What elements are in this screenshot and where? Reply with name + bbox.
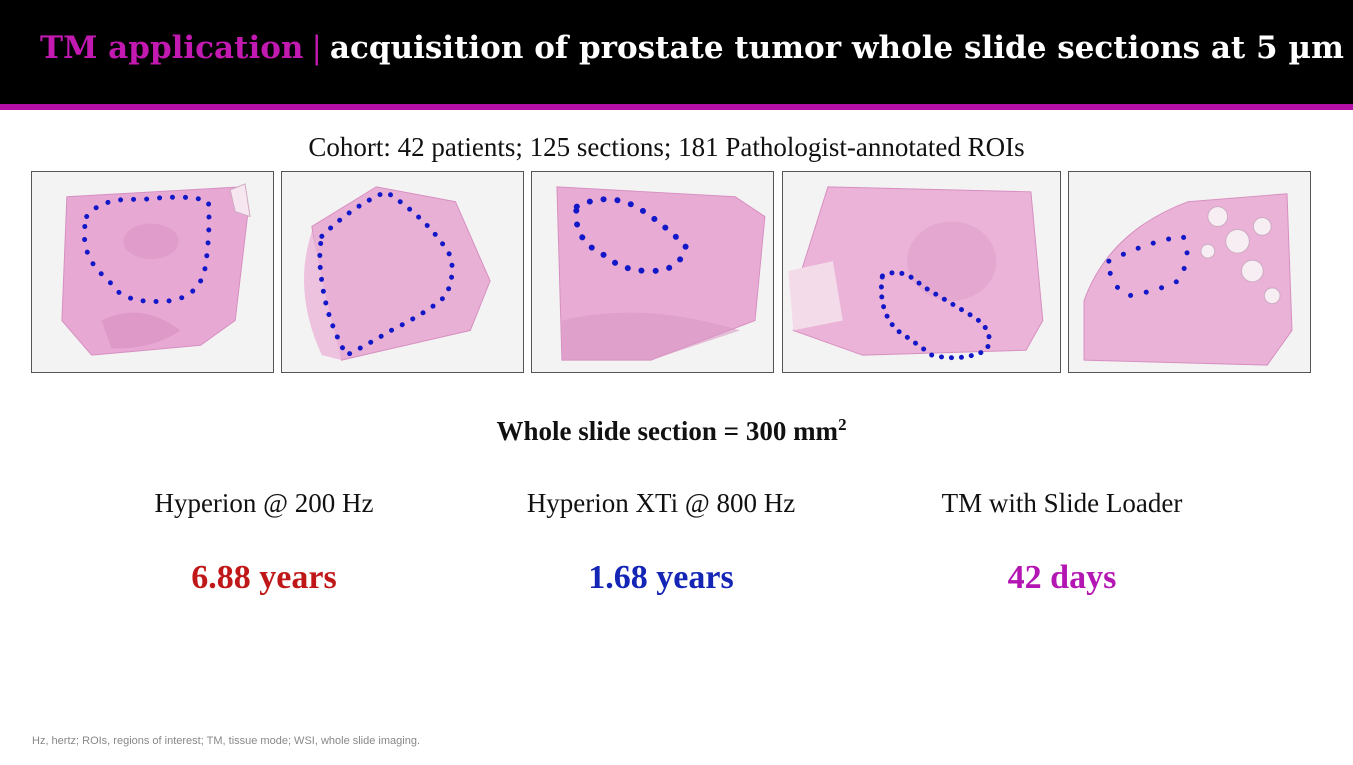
cohort-summary: Cohort: 42 patients; 125 sections; 181 P… xyxy=(308,132,1025,162)
acquisition-time: 1.68 years xyxy=(588,559,734,596)
instrument-label: Hyperion @ 200 Hz xyxy=(154,488,374,518)
instrument-column-3: TM with Slide Loader 42 days xyxy=(852,488,1272,597)
instrument-column-2: Hyperion XTi @ 800 Hz 1.68 years xyxy=(451,488,871,597)
instrument-column-1: Hyperion @ 200 Hz 6.88 years xyxy=(54,488,474,597)
instrument-label: TM with Slide Loader xyxy=(941,488,1183,518)
title-separator: | xyxy=(311,30,322,66)
tissue-section-1 xyxy=(61,183,251,356)
tissue-section-image-4 xyxy=(782,171,1061,373)
tissue-section-2 xyxy=(303,186,491,361)
tissue-section-image-2 xyxy=(281,171,524,373)
instrument-label: Hyperion XTi @ 800 Hz xyxy=(526,488,796,518)
acquisition-time: 6.88 years xyxy=(191,559,337,596)
slide-title: TM application | acquisition of prostate t… xyxy=(40,30,1344,66)
title-text: acquisition of prostate tumor whole slid… xyxy=(329,30,1344,66)
slide-header xyxy=(0,0,1353,104)
whole-slide-text: Whole slide section = 300 mm xyxy=(496,416,839,446)
footnote: Hz, hertz; ROIs, regions of interest; TM… xyxy=(32,735,420,747)
tissue-section-3 xyxy=(556,186,766,361)
title-accent: TM application xyxy=(40,30,304,66)
tissue-section-4 xyxy=(788,186,1044,361)
acquisition-time: 42 days xyxy=(1007,559,1117,596)
tissue-section-image-1 xyxy=(31,171,274,373)
whole-slide-area: Whole slide section = 300 mm2 xyxy=(0,415,1343,447)
whole-slide-superscript: 2 xyxy=(838,415,847,434)
tissue-section-5 xyxy=(1083,193,1293,366)
header-accent-line xyxy=(0,104,1353,110)
tissue-section-image-5 xyxy=(1068,171,1311,373)
tissue-section-image-3 xyxy=(531,171,774,373)
